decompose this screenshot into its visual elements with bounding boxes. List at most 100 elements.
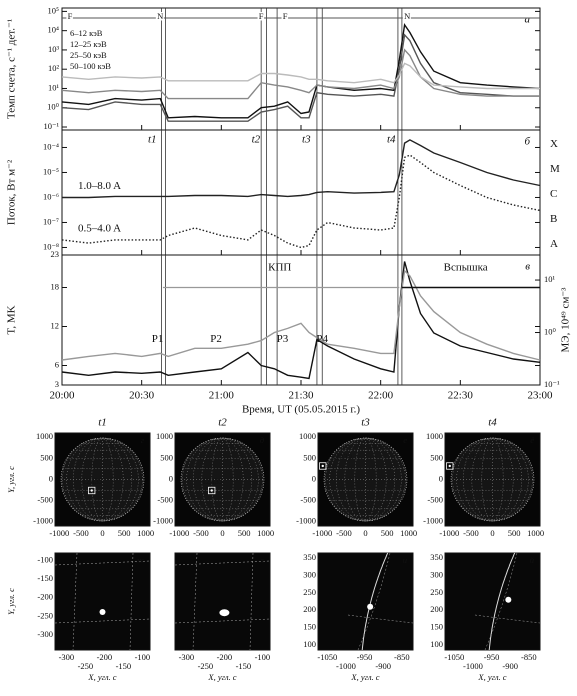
region-label: 12335: [82, 476, 103, 486]
x-tick-label: -500: [193, 528, 209, 538]
series-line: [61, 269, 541, 361]
y-axis-label: Y, угл. с: [6, 588, 16, 615]
image-letter: з: [260, 555, 265, 565]
y-tick-label: 350: [430, 552, 443, 562]
y-tick-label: -500: [37, 495, 53, 505]
x-tick-label: -1000: [336, 661, 356, 671]
phase-label: P1: [152, 333, 164, 345]
y-tick-label: -500: [157, 495, 173, 505]
meridian: [91, 437, 114, 522]
y2-tick-label: 10⁻¹: [544, 379, 560, 389]
image-title: t3: [361, 417, 370, 429]
image-title: t4: [488, 417, 497, 429]
series-line: [61, 48, 540, 100]
attenuator-label: F: [259, 11, 264, 21]
y-tick-label: 23: [51, 249, 60, 259]
x-tick-label: -300: [179, 652, 195, 662]
image-letter: и: [403, 555, 407, 565]
x-tick-label: 1000: [400, 528, 417, 538]
x-tick-label: 22:30: [448, 390, 474, 402]
grid-dashed: [347, 614, 414, 624]
y-tick-label: 10³: [48, 44, 60, 54]
image-frame: [54, 552, 151, 651]
bright-spot: [321, 464, 324, 468]
y-tick-label: -250: [37, 610, 53, 620]
x-tick-label: 500: [508, 528, 521, 538]
y-tick-label: -1000: [33, 516, 53, 526]
x-tick-label: -150: [236, 661, 252, 671]
phase-label: Вспышка: [444, 262, 488, 274]
x-tick-label: -100: [255, 652, 271, 662]
y-axis-label: Поток, Вт м⁻²: [6, 159, 18, 225]
legend-entry: 6–12 кэВ: [70, 28, 103, 38]
y-tick-label: 10⁰: [47, 102, 60, 112]
series-line: [61, 261, 541, 380]
y-tick-label: 150: [303, 621, 316, 631]
phase-label: КПП: [268, 262, 291, 274]
y-tick-label: -100: [37, 554, 53, 564]
y-tick-label: 0: [439, 473, 443, 483]
region-label: 12339: [458, 452, 479, 462]
x-tick-label: 20:00: [49, 390, 75, 402]
y-tick-label: 500: [160, 452, 173, 462]
y-tick-label: 250: [430, 587, 443, 597]
y-tick-label: 10⁻⁸: [43, 241, 59, 251]
x-tick-label: -850: [521, 652, 537, 662]
x-tick-label: -1000: [169, 528, 189, 538]
y-tick-label: 350: [303, 552, 316, 562]
y-tick-label: 500: [430, 452, 443, 462]
image-frame: [174, 552, 271, 651]
solar-limb: [361, 552, 389, 651]
y-tick-label: -1000: [153, 516, 173, 526]
bright-spot: [210, 489, 213, 492]
y2-tick-label: 10⁰: [544, 326, 557, 336]
x-tick-label: -300: [59, 652, 75, 662]
x-tick-label: 0: [100, 528, 104, 538]
x-tick-label: 0: [220, 528, 224, 538]
legend-entry: 12–25 кэВ: [70, 39, 107, 49]
panel-letter: в: [525, 261, 530, 273]
x-tick-label: -500: [463, 528, 479, 538]
region-box: [88, 486, 96, 495]
y-tick-label: 0: [169, 473, 173, 483]
goes-class: C: [550, 188, 557, 200]
region-box: [208, 486, 216, 495]
y-tick-label: 0: [49, 473, 53, 483]
goes-class: B: [550, 213, 557, 225]
x-axis-label: X, угл. с: [350, 672, 379, 682]
legend-entry: 25–50 кэВ: [70, 50, 107, 60]
x-tick-label: 0: [490, 528, 494, 538]
y-tick-label: 18: [51, 281, 60, 291]
y-tick-label: 10⁻⁴: [43, 141, 59, 151]
x-tick-label: -900: [502, 661, 518, 671]
y-tick-label: 200: [430, 604, 443, 614]
bright-spot: [448, 464, 451, 468]
x-tick-label: -1000: [439, 528, 459, 538]
y2-tick-label: 10¹: [544, 274, 556, 284]
grid-dashed: [249, 552, 254, 651]
y-axis-label: T, MK: [6, 305, 18, 334]
event-label: t4: [387, 134, 396, 146]
image-frame: [444, 552, 541, 651]
y-tick-label: 1000: [299, 431, 316, 441]
y-tick-label: 100: [303, 639, 316, 649]
x-tick-label: -1050: [317, 652, 337, 662]
grid-dashed: [72, 552, 78, 651]
series-label: 1.0–8.0 A: [78, 180, 121, 192]
y-tick-label: 10⁻⁵: [43, 166, 59, 176]
x-tick-label: -250: [78, 661, 94, 671]
x-tick-label: -500: [336, 528, 352, 538]
event-label: t1: [148, 134, 157, 146]
y-tick-label: 1000: [426, 431, 443, 441]
y-tick-label: 10⁵: [48, 5, 60, 15]
y-tick-label: 3: [55, 379, 59, 389]
x-axis-label: X, угл. с: [87, 672, 116, 682]
y-tick-label: -300: [37, 629, 53, 639]
grid-dashed: [129, 552, 134, 651]
x-axis-label: X, угл. с: [207, 672, 236, 682]
y-tick-label: -500: [427, 495, 443, 505]
legend-entry: 50–100 кэВ: [70, 61, 111, 71]
x-tick-label: 20:30: [129, 390, 155, 402]
x-tick-label: -1000: [49, 528, 69, 538]
